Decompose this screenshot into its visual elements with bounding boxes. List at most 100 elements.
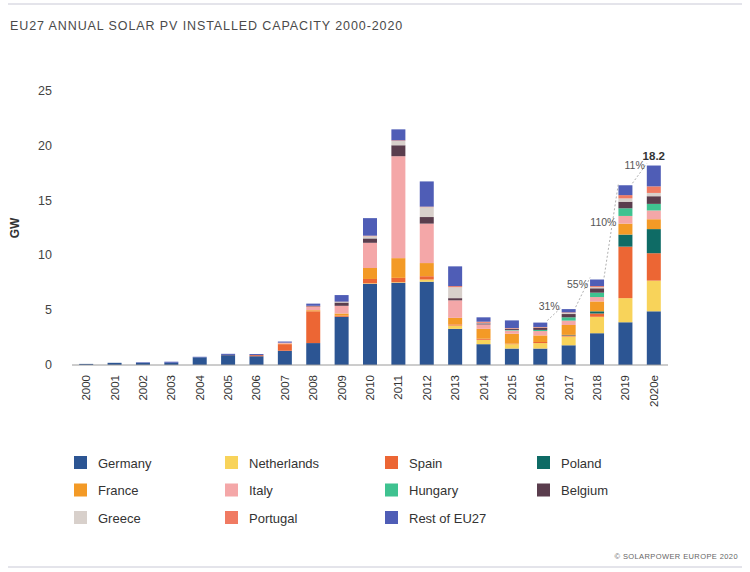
bar-segment xyxy=(590,311,604,313)
bar-segment xyxy=(221,354,235,355)
legend-swatch xyxy=(74,511,87,524)
bar-segment xyxy=(249,355,263,356)
bar-segment xyxy=(221,354,235,355)
legend-swatch xyxy=(225,511,238,524)
bar-segment xyxy=(164,362,178,363)
bar-segment xyxy=(193,357,207,358)
bar-segment xyxy=(108,362,122,363)
bar-segment xyxy=(193,357,207,358)
source: © SOLARPOWER EUROPE 2020 xyxy=(615,552,739,561)
bar-segment xyxy=(618,224,632,235)
bar-segment xyxy=(79,363,93,364)
bar-segment xyxy=(363,268,377,279)
total-label: 18.2 xyxy=(643,150,665,162)
bar-segment xyxy=(278,342,292,343)
bar-segment xyxy=(108,362,122,363)
growth-line xyxy=(604,183,618,277)
bars xyxy=(79,129,661,365)
x-tick-label: 2006 xyxy=(250,375,262,401)
bar-segment xyxy=(420,217,434,224)
bar-segment xyxy=(221,354,235,355)
x-tick-label: 2010 xyxy=(364,375,376,401)
bar-segment xyxy=(79,363,93,364)
bar-segment xyxy=(278,342,292,344)
bar-segment xyxy=(647,204,661,211)
bar-segment xyxy=(477,329,491,339)
bar-segment xyxy=(193,357,207,358)
bar-segment xyxy=(221,354,235,355)
bar-segment xyxy=(335,317,349,365)
bar-segment xyxy=(647,219,661,229)
legend-label: Belgium xyxy=(561,483,608,498)
bar-segment xyxy=(590,293,604,297)
bar-segment xyxy=(306,306,320,308)
bar-segment xyxy=(590,288,604,292)
x-tick-label: 2013 xyxy=(449,375,461,401)
bar-segment xyxy=(108,362,122,363)
bar-segment xyxy=(278,343,292,345)
bar-segment xyxy=(533,330,547,331)
legend-swatch xyxy=(385,484,398,497)
bar-segment xyxy=(420,181,434,206)
bar-segment xyxy=(618,198,632,201)
legend-swatch xyxy=(385,511,398,524)
legend-swatch xyxy=(385,456,398,469)
bar-segment xyxy=(533,327,547,328)
bar-segment xyxy=(391,156,405,258)
x-tick-label: 2012 xyxy=(421,375,433,401)
bar-segment xyxy=(618,235,632,247)
bar-segment xyxy=(164,362,178,363)
title: EU27 ANNUAL SOLAR PV INSTALLED CAPACITY … xyxy=(10,19,403,33)
bar-segment xyxy=(562,337,576,346)
legend-label: Portugal xyxy=(249,511,298,526)
bar-segment xyxy=(193,357,207,358)
bar-segment xyxy=(477,324,491,325)
bar-segment xyxy=(221,355,235,356)
bar-segment xyxy=(590,301,604,311)
bar-segment xyxy=(391,141,405,145)
bar-segment xyxy=(420,276,434,279)
bar-segment xyxy=(533,328,547,330)
bar-segment xyxy=(249,355,263,356)
growth-label: 31% xyxy=(539,300,560,312)
bar-segment xyxy=(335,316,349,317)
bar-segment xyxy=(221,354,235,355)
bar-segment xyxy=(136,362,150,363)
bar-segment xyxy=(278,344,292,351)
bar-segment xyxy=(79,363,93,364)
bar-segment xyxy=(647,281,661,312)
bar-segment xyxy=(108,362,122,363)
bar-segment xyxy=(164,362,178,363)
bar-segment xyxy=(448,287,462,298)
growth-label: 55% xyxy=(567,278,588,290)
bar-segment xyxy=(164,362,178,363)
bar-segment xyxy=(108,362,122,363)
bar-segment xyxy=(278,351,292,365)
bar-segment xyxy=(505,329,519,330)
bar-segment xyxy=(193,357,207,365)
bar-segment xyxy=(391,283,405,365)
bar-segment xyxy=(647,196,661,204)
bar-segment xyxy=(647,229,661,253)
legend-swatch xyxy=(74,456,87,469)
legend-label: Italy xyxy=(249,483,273,498)
bar-segment xyxy=(420,263,434,276)
bar-segment xyxy=(618,322,632,365)
bar-segment xyxy=(505,329,519,331)
x-tick-label: 2009 xyxy=(336,375,348,401)
bar-segment xyxy=(136,362,150,363)
bar-segment xyxy=(448,298,462,300)
y-axis-label: GW xyxy=(8,217,22,238)
legend-swatch xyxy=(74,484,87,497)
bar-segment xyxy=(278,342,292,343)
x-tick-label: 2007 xyxy=(279,375,291,401)
bar-segment xyxy=(136,362,150,363)
bar-segment xyxy=(164,362,178,363)
bar-segment xyxy=(391,258,405,278)
bar-segment xyxy=(590,297,604,301)
bar-segment xyxy=(477,317,491,321)
bar-segment xyxy=(420,282,434,365)
bar-segment xyxy=(221,354,235,355)
bar-segment xyxy=(420,207,434,217)
bar-segment xyxy=(533,335,547,342)
